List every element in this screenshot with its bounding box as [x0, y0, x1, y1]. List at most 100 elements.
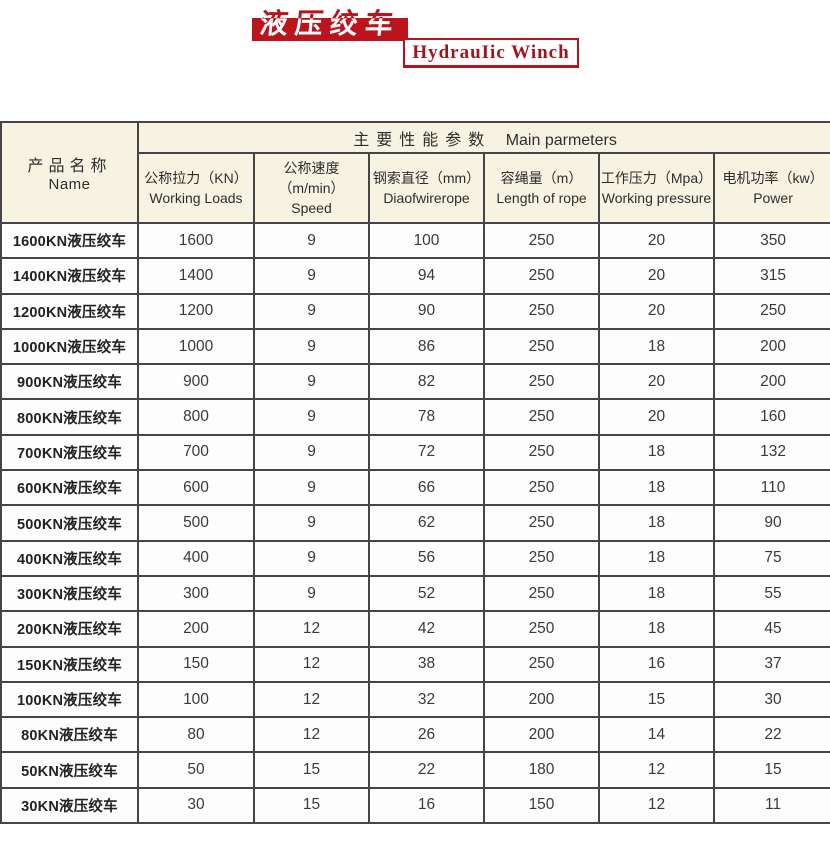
value-cell: 11 — [712, 786, 830, 825]
value-cell: 9 — [253, 398, 370, 436]
value-cell: 500 — [137, 504, 255, 542]
col-header-rope-length: 容绳量（m） Length of rope — [483, 152, 600, 224]
product-name-cell: 400KN液压绞车 — [0, 539, 139, 577]
value-cell: 250 — [483, 469, 600, 507]
value-cell: 100 — [137, 680, 255, 719]
value-cell: 200 — [712, 363, 830, 401]
product-name-cell: 150KN液压绞车 — [0, 645, 139, 683]
value-cell: 600 — [137, 469, 255, 507]
table-row: 300KN液压绞车 300 9 52 250 18 55 — [0, 574, 830, 613]
product-name-cell: 800KN液压绞车 — [0, 398, 139, 436]
product-name-header-en: Name — [48, 176, 91, 193]
value-cell: 250 — [483, 539, 600, 577]
value-cell: 66 — [368, 469, 485, 507]
value-cell: 52 — [368, 574, 485, 613]
value-cell: 1400 — [137, 257, 255, 295]
product-name-header-cn: 产品名称 — [27, 158, 112, 175]
value-cell: 15 — [712, 751, 830, 789]
col-header-cn: 钢索直径（mm） — [372, 169, 481, 186]
value-cell: 90 — [368, 292, 485, 330]
col-header-en: Speed — [291, 200, 332, 217]
value-cell: 26 — [368, 716, 485, 754]
table-row: 80KN液压绞车 80 12 26 200 14 22 — [0, 716, 830, 754]
table-row: 30KN液压绞车 30 15 16 150 12 11 — [0, 786, 830, 825]
value-cell: 9 — [253, 363, 370, 401]
value-cell: 250 — [483, 363, 600, 401]
value-cell: 200 — [483, 680, 600, 719]
value-cell: 15 — [598, 680, 715, 719]
product-name-cell: 500KN液压绞车 — [0, 504, 139, 542]
col-header-cn: 电机功率（kw） — [722, 169, 824, 186]
value-cell: 9 — [253, 574, 370, 613]
value-cell: 12 — [253, 680, 370, 719]
value-cell: 20 — [598, 292, 715, 330]
value-cell: 250 — [483, 433, 600, 472]
value-cell: 20 — [598, 257, 715, 295]
value-cell: 12 — [253, 610, 370, 648]
value-cell: 9 — [253, 257, 370, 295]
value-cell: 62 — [368, 504, 485, 542]
col-header-cn2: （m/min） — [278, 179, 345, 196]
value-cell: 16 — [598, 645, 715, 683]
value-cell: 250 — [483, 398, 600, 436]
group-header-en: Main parmeters — [505, 131, 617, 149]
product-name-cell: 300KN液压绞车 — [0, 574, 139, 613]
value-cell: 250 — [483, 257, 600, 295]
value-cell: 315 — [712, 257, 830, 295]
value-cell: 300 — [137, 574, 255, 613]
col-header-en: Working Loads — [149, 190, 243, 206]
value-cell: 18 — [598, 539, 715, 577]
group-header-row: 产品名称 Name 主要性能参数 Main parmeters — [0, 121, 830, 224]
col-header-working-loads: 公称拉力（KN） Working Loads — [137, 152, 255, 224]
table-row: 500KN液压绞车 500 9 62 250 18 90 — [0, 504, 830, 542]
spec-table: 产品名称 Name 主要性能参数 Main parmeters 公称拉力（KN）… — [0, 121, 830, 825]
value-cell: 9 — [253, 292, 370, 330]
value-cell: 45 — [712, 610, 830, 648]
value-cell: 94 — [368, 257, 485, 295]
value-cell: 80 — [137, 716, 255, 754]
value-cell: 37 — [712, 645, 830, 683]
value-cell: 32 — [368, 680, 485, 719]
value-cell: 9 — [253, 539, 370, 577]
value-cell: 30 — [712, 680, 830, 719]
column-header-row: 公称拉力（KN） Working Loads 公称速度 （m/min） Spee… — [1, 152, 830, 224]
value-cell: 20 — [598, 221, 715, 260]
table-row: 100KN液压绞车 100 12 32 200 15 30 — [0, 680, 830, 719]
value-cell: 86 — [368, 327, 485, 366]
col-header-en: Working pressure — [601, 190, 712, 206]
value-cell: 30 — [137, 786, 255, 825]
table-row: 1000KN液压绞车 1000 9 86 250 18 200 — [0, 327, 830, 366]
value-cell: 42 — [368, 610, 485, 648]
value-cell: 18 — [598, 574, 715, 613]
col-header-cn: 容绳量（m） — [500, 169, 583, 186]
value-cell: 12 — [598, 786, 715, 825]
title-banner: 液压绞车 液压绞车 — [250, 5, 410, 42]
table-row: 900KN液压绞车 900 9 82 250 20 200 — [0, 363, 830, 401]
value-cell: 180 — [483, 751, 600, 789]
product-name-cell: 1000KN液压绞车 — [0, 327, 139, 366]
value-cell: 132 — [712, 433, 830, 472]
product-name-header: 产品名称 Name — [0, 121, 139, 224]
table-row: 400KN液压绞车 400 9 56 250 18 75 — [0, 539, 830, 577]
product-name-cell: 1200KN液压绞车 — [0, 292, 139, 330]
table-row: 200KN液压绞车 200 12 42 250 18 45 — [0, 610, 830, 648]
table-head: 产品名称 Name 主要性能参数 Main parmeters 公称拉力（KN）… — [0, 121, 830, 224]
value-cell: 18 — [598, 327, 715, 366]
value-cell: 900 — [137, 363, 255, 401]
title-en-box: HydrauIic Winch — [403, 38, 579, 68]
value-cell: 18 — [598, 433, 715, 472]
product-name-cell: 80KN液压绞车 — [0, 716, 139, 754]
col-header-en: Diaofwirerope — [383, 190, 470, 206]
group-header: 主要性能参数 Main parmeters — [136, 121, 830, 154]
col-header-en: Power — [753, 190, 793, 206]
value-cell: 78 — [368, 398, 485, 436]
value-cell: 12 — [253, 716, 370, 754]
value-cell: 12 — [598, 751, 715, 789]
group-header-cn: 主要性能参数 — [353, 131, 492, 149]
page-title-en: HydrauIic Winch — [412, 41, 570, 63]
product-name-cell: 900KN液压绞车 — [0, 363, 139, 401]
value-cell: 1200 — [137, 292, 255, 330]
value-cell: 18 — [598, 610, 715, 648]
table-row: 1600KN液压绞车 1600 9 100 250 20 350 — [0, 221, 830, 260]
